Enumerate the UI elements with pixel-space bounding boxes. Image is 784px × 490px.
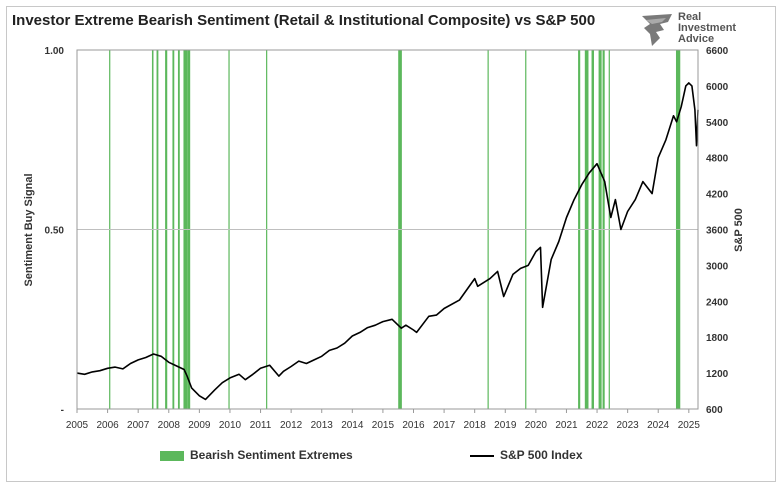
y-axis-right-label: S&P 500 <box>733 208 745 252</box>
axes <box>76 49 699 410</box>
x-tick-label: 2011 <box>250 420 272 431</box>
y-right-tick-label: 6000 <box>706 82 729 93</box>
x-tick-label: 2025 <box>678 420 701 431</box>
sp500-line-group <box>76 82 699 401</box>
x-tick-label: 2016 <box>402 420 425 431</box>
y-right-tick-label: 1800 <box>706 333 729 344</box>
y-right-tick-label: 6600 <box>706 46 729 57</box>
y-left-tick-label: - <box>61 405 64 416</box>
chart-frame <box>6 6 776 482</box>
x-tick-label: 2024 <box>647 420 670 431</box>
chart-title: Investor Extreme Bearish Sentiment (Reta… <box>12 12 596 29</box>
x-tick-label: 2010 <box>219 420 242 431</box>
y-left-tick-label: 1.00 <box>45 46 65 57</box>
y-right-tick-label: 1200 <box>706 369 729 380</box>
legend-item-signal: Bearish Sentiment Extremes <box>160 448 353 462</box>
x-tick-label: 2018 <box>464 420 487 431</box>
x-tick-label: 2012 <box>280 420 303 431</box>
x-tick-label: 2015 <box>372 420 395 431</box>
y-right-tick-label: 4800 <box>706 154 729 165</box>
x-tick-label: 2022 <box>586 420 609 431</box>
sp500-line <box>76 82 699 401</box>
y-left-tick-label: 0.50 <box>45 226 65 237</box>
legend-swatch-line <box>470 454 494 457</box>
legend-swatch-bar <box>160 450 184 461</box>
x-tick-label: 2023 <box>617 420 640 431</box>
legend-label-index: S&P 500 Index <box>500 448 583 462</box>
x-tick-label: 2014 <box>341 420 364 431</box>
x-tick-label: 2013 <box>311 420 334 431</box>
legend-item-index: S&P 500 Index <box>470 448 583 462</box>
brand-logo: Real Investment Advice <box>640 12 770 52</box>
tick-labels: 2005 2006 2007 2008 2009 2010 2011 2012 2013 2014… <box>45 46 729 431</box>
x-tick-label: 2019 <box>494 420 517 431</box>
plot-border <box>76 49 699 410</box>
y-right-tick-label: 600 <box>706 405 723 416</box>
x-tick-label: 2009 <box>188 420 211 431</box>
y-right-tick-label: 5400 <box>706 118 729 129</box>
brand-name: Real Investment Advice <box>678 11 737 45</box>
x-tick-label: 2008 <box>158 420 181 431</box>
y-axis-left-label: Sentiment Buy Signal <box>23 173 35 286</box>
x-tick-label: 2005 <box>66 420 89 431</box>
x-tick-label: 2020 <box>525 420 548 431</box>
x-tick-label: 2007 <box>127 420 150 431</box>
eagle-logo-icon <box>642 14 672 46</box>
x-tick-label: 2006 <box>96 420 119 431</box>
legend-label-signal: Bearish Sentiment Extremes <box>190 448 353 462</box>
y-right-tick-label: 4200 <box>706 190 729 201</box>
y-right-tick-label: 3000 <box>706 261 729 272</box>
x-tick-label: 2021 <box>555 420 578 431</box>
x-tick-label: 2017 <box>433 420 456 431</box>
y-right-tick-label: 2400 <box>706 297 729 308</box>
y-right-tick-label: 3600 <box>706 226 729 237</box>
